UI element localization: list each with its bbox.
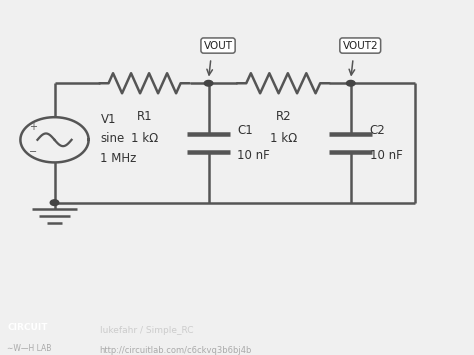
Text: 10 nF: 10 nF [370, 149, 402, 162]
Text: 1 kΩ: 1 kΩ [131, 132, 158, 145]
Text: sine: sine [100, 132, 125, 145]
Text: VOUT2: VOUT2 [342, 40, 378, 50]
Text: R1: R1 [137, 110, 152, 123]
Text: C1: C1 [237, 124, 253, 137]
Text: 1 MHz: 1 MHz [100, 152, 137, 165]
Text: lukefahr / Simple_RC: lukefahr / Simple_RC [100, 326, 193, 335]
Circle shape [50, 200, 59, 206]
Text: +: + [29, 122, 37, 132]
Text: CIRCUIT: CIRCUIT [7, 323, 47, 332]
Text: VOUT: VOUT [203, 40, 233, 50]
Text: 1 kΩ: 1 kΩ [270, 132, 297, 145]
Text: V1: V1 [100, 113, 116, 126]
Text: http://circuitlab.com/c6ckvq3b6bj4b: http://circuitlab.com/c6ckvq3b6bj4b [100, 346, 252, 355]
Text: ∼W—H LAB: ∼W—H LAB [7, 344, 52, 353]
Text: R2: R2 [275, 110, 291, 123]
Circle shape [204, 81, 213, 86]
Circle shape [346, 81, 355, 86]
Text: −: − [29, 147, 37, 157]
Text: 10 nF: 10 nF [237, 149, 270, 162]
Text: C2: C2 [370, 124, 385, 137]
